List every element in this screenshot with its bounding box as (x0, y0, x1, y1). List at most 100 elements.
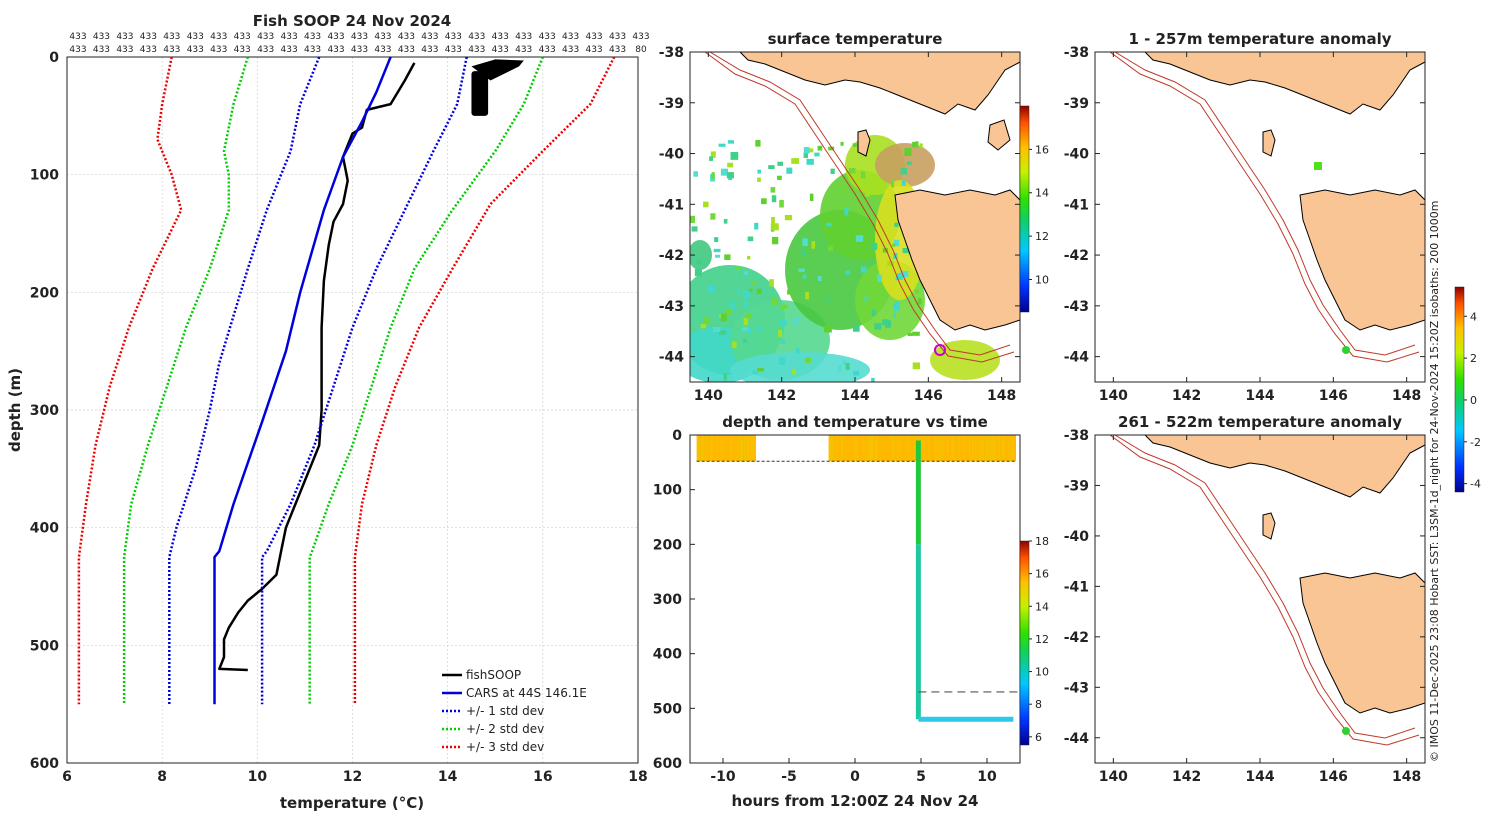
sst-speck (791, 158, 800, 164)
profile-series-line (122, 56, 249, 705)
sst-speck (720, 168, 729, 176)
sst-speck (724, 254, 731, 260)
sst-speck (809, 193, 814, 202)
anomaly-shallow-point-b (1342, 346, 1350, 354)
profile-cluster-top (471, 59, 524, 81)
colorbar-tick-label: 0 (1470, 394, 1477, 407)
sst-speck (778, 357, 786, 365)
sst-speck (727, 162, 734, 168)
sst-speck (713, 248, 721, 253)
surface-ticks: 140 142 144 146 148 -38 -39 -40 -41 -42 -43 -44 (659, 45, 1020, 404)
profile-title: Fish SOOP 24 Nov 2024 (253, 12, 451, 30)
depth-time-x-tick-label: -10 (710, 769, 736, 785)
map-y-tick-label: -41 (659, 197, 684, 213)
sst-speck (703, 201, 709, 208)
map-y-tick-label: -44 (1064, 731, 1090, 747)
colorbar-tick-label: 2 (1470, 352, 1477, 365)
sst-speck (907, 332, 913, 337)
sst-speck (732, 341, 737, 349)
sst-speck (743, 317, 749, 326)
sst-speck (778, 329, 783, 337)
map-y-tick-label: -38 (1064, 428, 1089, 444)
sst-speck (776, 175, 782, 180)
sst-speck (804, 357, 812, 363)
count-label: 433 (585, 45, 602, 55)
map-y-tick-label: -44 (659, 350, 685, 366)
sst-speck (696, 259, 702, 266)
sst-speck (901, 180, 906, 186)
sst-speck (757, 169, 761, 174)
map-x-tick-label: 144 (840, 388, 869, 404)
colorbar-tick-label: 14 (1035, 187, 1049, 200)
count-label: 433 (351, 32, 368, 42)
depth-time-y-tick-label: 100 (653, 483, 682, 499)
colorbar-tick-label: 10 (1035, 666, 1049, 679)
sst-speck (700, 324, 707, 329)
map-y-tick-label: -41 (1064, 197, 1089, 213)
profile-series-line (308, 56, 544, 705)
sst-speck (897, 273, 903, 280)
profile-x-label: temperature (°C) (280, 794, 424, 812)
sst-speck (795, 347, 800, 354)
anomaly-shallow-ticks: 140 142 144 146 148 -38 -39 -40 -41 -42 -43 -44 (1064, 45, 1425, 404)
sst-speck (756, 288, 763, 295)
count-label: 433 (445, 45, 462, 55)
sst-speck (768, 165, 775, 170)
map-x-tick-label: 140 (694, 388, 723, 404)
depth-time-x-label: hours from 12:00Z 24 Nov 24 (732, 792, 979, 810)
sst-speck (892, 243, 896, 247)
anomaly-deep-point (1342, 727, 1350, 735)
sst-speck (710, 151, 716, 158)
sst-speck (912, 331, 920, 336)
sst-speck (802, 250, 806, 257)
anomaly-deep-title: 261 - 522m temperature anomaly (1118, 413, 1402, 431)
flinders-island (987, 119, 1011, 151)
depth-time-band-2 (828, 435, 1017, 462)
profile-ticks: 6 8 10 12 14 16 18 0 100 200 300 400 500 600 (30, 50, 648, 785)
sst-speck (727, 140, 734, 144)
sst-speck (771, 217, 775, 225)
map-y-tick-label: -40 (659, 147, 685, 163)
sst-speck (893, 239, 900, 247)
count-label: 433 (609, 32, 626, 42)
map-y-tick-label: -42 (1064, 630, 1089, 646)
sst-patches (690, 135, 1000, 382)
colorbar-tick-label: 12 (1035, 230, 1049, 243)
profile-y-tick-label: 100 (30, 168, 59, 184)
sst-speck (730, 152, 739, 160)
sst-patch (690, 240, 712, 270)
map-y-tick-label: -43 (1064, 299, 1089, 315)
count-label: 433 (492, 32, 509, 42)
sst-speck (745, 313, 752, 319)
sst-speck (710, 213, 716, 220)
colorbar-tick-label: 14 (1035, 600, 1049, 613)
sst-speck (912, 362, 921, 370)
sst-speck (803, 147, 810, 154)
sst-speck (802, 274, 807, 279)
sst-speck (779, 199, 784, 208)
count-label: 433 (187, 45, 204, 55)
sst-speck (755, 327, 762, 331)
sst-speck (871, 309, 877, 316)
profile-series-line (168, 56, 321, 705)
sst-speck (718, 330, 727, 335)
sst-speck (752, 370, 758, 375)
surface-isobath-1000 (704, 52, 1015, 363)
map-y-tick-label: -44 (1064, 350, 1090, 366)
depth-time-area (696, 435, 1020, 722)
profile-grid (66, 56, 639, 764)
surface-title: surface temperature (768, 30, 943, 48)
profile-x-tick-label: 10 (248, 769, 268, 785)
sst-speck (718, 143, 726, 147)
colorbar-tick-label: 4 (1470, 310, 1477, 323)
sst-speck (811, 241, 816, 249)
sst-speck (830, 168, 835, 174)
count-label: 433 (281, 32, 298, 42)
profile-y-tick-label: 600 (30, 756, 59, 772)
colorbar-tick-label: 8 (1035, 698, 1042, 711)
sst-speck (714, 237, 719, 243)
sst-speck (840, 141, 844, 146)
sst-speck (856, 205, 865, 212)
map-x-tick-label: 148 (1392, 388, 1421, 404)
profile-panel: Fish SOOP 24 Nov 2024 433 433 433 433 433 433… (6, 12, 650, 812)
